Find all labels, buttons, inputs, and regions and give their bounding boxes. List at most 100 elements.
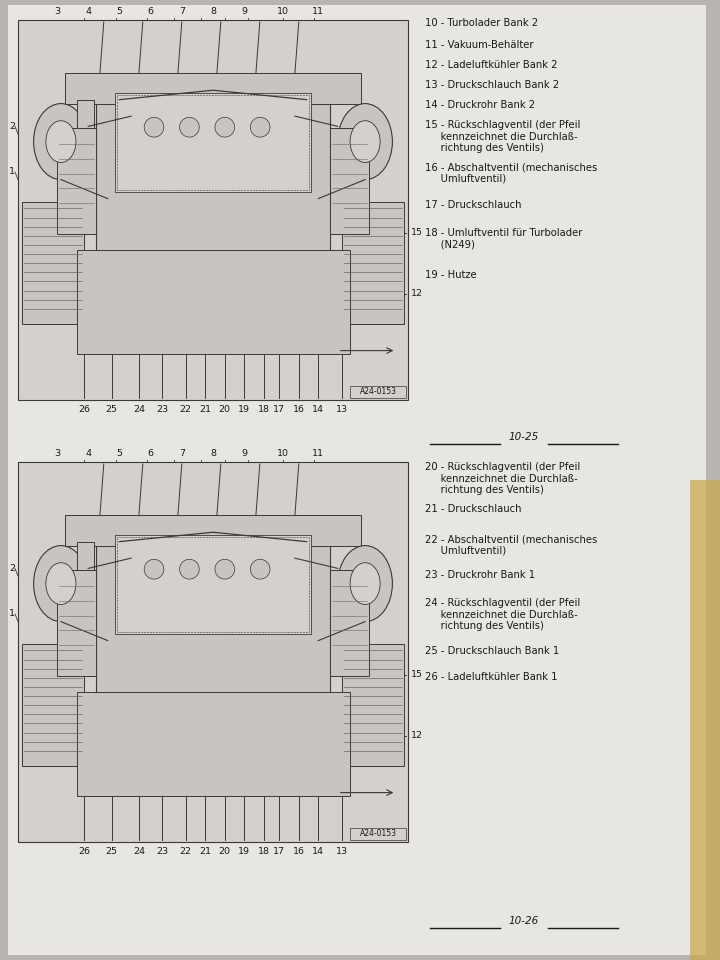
- Text: 10-26: 10-26: [509, 916, 539, 926]
- Bar: [57, 570, 96, 676]
- Text: 25 - Druckschlauch Bank 1: 25 - Druckschlauch Bank 1: [425, 646, 559, 656]
- Text: 9: 9: [241, 7, 247, 16]
- Bar: [330, 570, 369, 676]
- Text: A24-0153: A24-0153: [359, 388, 397, 396]
- Text: 26: 26: [78, 405, 90, 414]
- Text: 10: 10: [277, 7, 289, 16]
- Text: 1: 1: [9, 167, 15, 177]
- Text: 10: 10: [277, 449, 289, 458]
- Bar: [96, 81, 330, 317]
- Bar: [76, 251, 349, 354]
- Text: 4: 4: [85, 449, 91, 458]
- Text: 25: 25: [106, 847, 117, 856]
- Bar: [114, 535, 311, 634]
- Ellipse shape: [144, 117, 164, 137]
- Text: 8: 8: [210, 7, 216, 16]
- Bar: [76, 692, 349, 797]
- Bar: [22, 644, 84, 766]
- Text: 18: 18: [258, 405, 270, 414]
- Bar: [57, 128, 96, 234]
- Text: 24: 24: [133, 847, 145, 856]
- Text: 15: 15: [411, 228, 423, 237]
- Ellipse shape: [251, 560, 270, 579]
- Ellipse shape: [34, 545, 89, 622]
- Text: 10 - Turbolader Bank 2: 10 - Turbolader Bank 2: [425, 18, 538, 28]
- Text: 2: 2: [9, 122, 15, 131]
- Text: 1: 1: [9, 610, 15, 618]
- Text: 22 - Abschaltventil (mechanisches
     Umluftventil): 22 - Abschaltventil (mechanisches Umluft…: [425, 534, 598, 556]
- Text: 17: 17: [274, 847, 285, 856]
- Text: 13: 13: [336, 405, 348, 414]
- Text: 23: 23: [156, 405, 168, 414]
- Text: 7: 7: [179, 7, 185, 16]
- Text: 2: 2: [9, 564, 15, 573]
- Ellipse shape: [251, 117, 270, 137]
- Ellipse shape: [179, 560, 199, 579]
- Text: A24-0153: A24-0153: [359, 829, 397, 838]
- Text: 11: 11: [312, 7, 324, 16]
- Text: 5: 5: [117, 449, 122, 458]
- Bar: [65, 73, 361, 104]
- Ellipse shape: [34, 104, 89, 180]
- Bar: [77, 541, 94, 570]
- Text: 22: 22: [180, 847, 192, 856]
- Text: 26: 26: [78, 847, 90, 856]
- Text: 24: 24: [133, 405, 145, 414]
- Ellipse shape: [215, 560, 235, 579]
- Text: 17: 17: [274, 405, 285, 414]
- Text: 19: 19: [238, 847, 251, 856]
- Bar: [350, 828, 406, 840]
- Text: 3: 3: [54, 449, 60, 458]
- Text: 15 - Rückschlagventil (der Pfeil
     kennzeichnet die Durchlaß-
     richtung d: 15 - Rückschlagventil (der Pfeil kennzei…: [425, 120, 580, 154]
- Text: 11: 11: [312, 449, 324, 458]
- Text: 21: 21: [199, 847, 211, 856]
- Bar: [18, 462, 408, 842]
- Text: 12 - Ladeluftkühler Bank 2: 12 - Ladeluftkühler Bank 2: [425, 60, 557, 70]
- Text: 23: 23: [156, 847, 168, 856]
- Text: 16: 16: [293, 847, 305, 856]
- Text: 7: 7: [179, 449, 185, 458]
- Text: 14: 14: [312, 847, 324, 856]
- Text: 19: 19: [238, 405, 251, 414]
- Text: 5: 5: [117, 7, 122, 16]
- Text: 9: 9: [241, 449, 247, 458]
- Bar: [117, 95, 310, 189]
- Ellipse shape: [179, 117, 199, 137]
- Bar: [96, 523, 330, 758]
- Ellipse shape: [338, 104, 392, 180]
- Bar: [117, 537, 310, 632]
- Ellipse shape: [215, 117, 235, 137]
- Text: 26 - Ladeluftkühler Bank 1: 26 - Ladeluftkühler Bank 1: [425, 672, 557, 682]
- Text: 20: 20: [219, 405, 230, 414]
- Text: 13 - Druckschlauch Bank 2: 13 - Druckschlauch Bank 2: [425, 80, 559, 90]
- Text: 18: 18: [258, 847, 270, 856]
- Text: 14: 14: [312, 405, 324, 414]
- Bar: [341, 644, 404, 766]
- Text: 12: 12: [411, 732, 423, 740]
- Text: 23 - Druckrohr Bank 1: 23 - Druckrohr Bank 1: [425, 570, 535, 580]
- Bar: [341, 203, 404, 324]
- Bar: [330, 128, 369, 234]
- Text: 24 - Rückschlagventil (der Pfeil
     kennzeichnet die Durchlaß-
     richtung d: 24 - Rückschlagventil (der Pfeil kennzei…: [425, 598, 580, 632]
- Bar: [350, 386, 406, 398]
- Text: 20: 20: [219, 847, 230, 856]
- Bar: [18, 20, 408, 400]
- Ellipse shape: [46, 121, 76, 162]
- Ellipse shape: [350, 121, 380, 162]
- Text: 13: 13: [336, 847, 348, 856]
- Text: 6: 6: [148, 7, 153, 16]
- Ellipse shape: [350, 563, 380, 605]
- Bar: [114, 92, 311, 192]
- Bar: [22, 203, 84, 324]
- Text: 10-25: 10-25: [509, 432, 539, 442]
- Text: 18 - Umluftventil für Turbolader
     (N249): 18 - Umluftventil für Turbolader (N249): [425, 228, 582, 250]
- Ellipse shape: [46, 563, 76, 605]
- Text: 21 - Druckschlauch: 21 - Druckschlauch: [425, 504, 521, 514]
- Bar: [77, 100, 94, 128]
- Text: 19 - Hutze: 19 - Hutze: [425, 270, 477, 280]
- Text: 25: 25: [106, 405, 117, 414]
- Text: 4: 4: [85, 7, 91, 16]
- Text: 15: 15: [411, 670, 423, 680]
- Text: 3: 3: [54, 7, 60, 16]
- Text: 11 - Vakuum-Behälter: 11 - Vakuum-Behälter: [425, 40, 534, 50]
